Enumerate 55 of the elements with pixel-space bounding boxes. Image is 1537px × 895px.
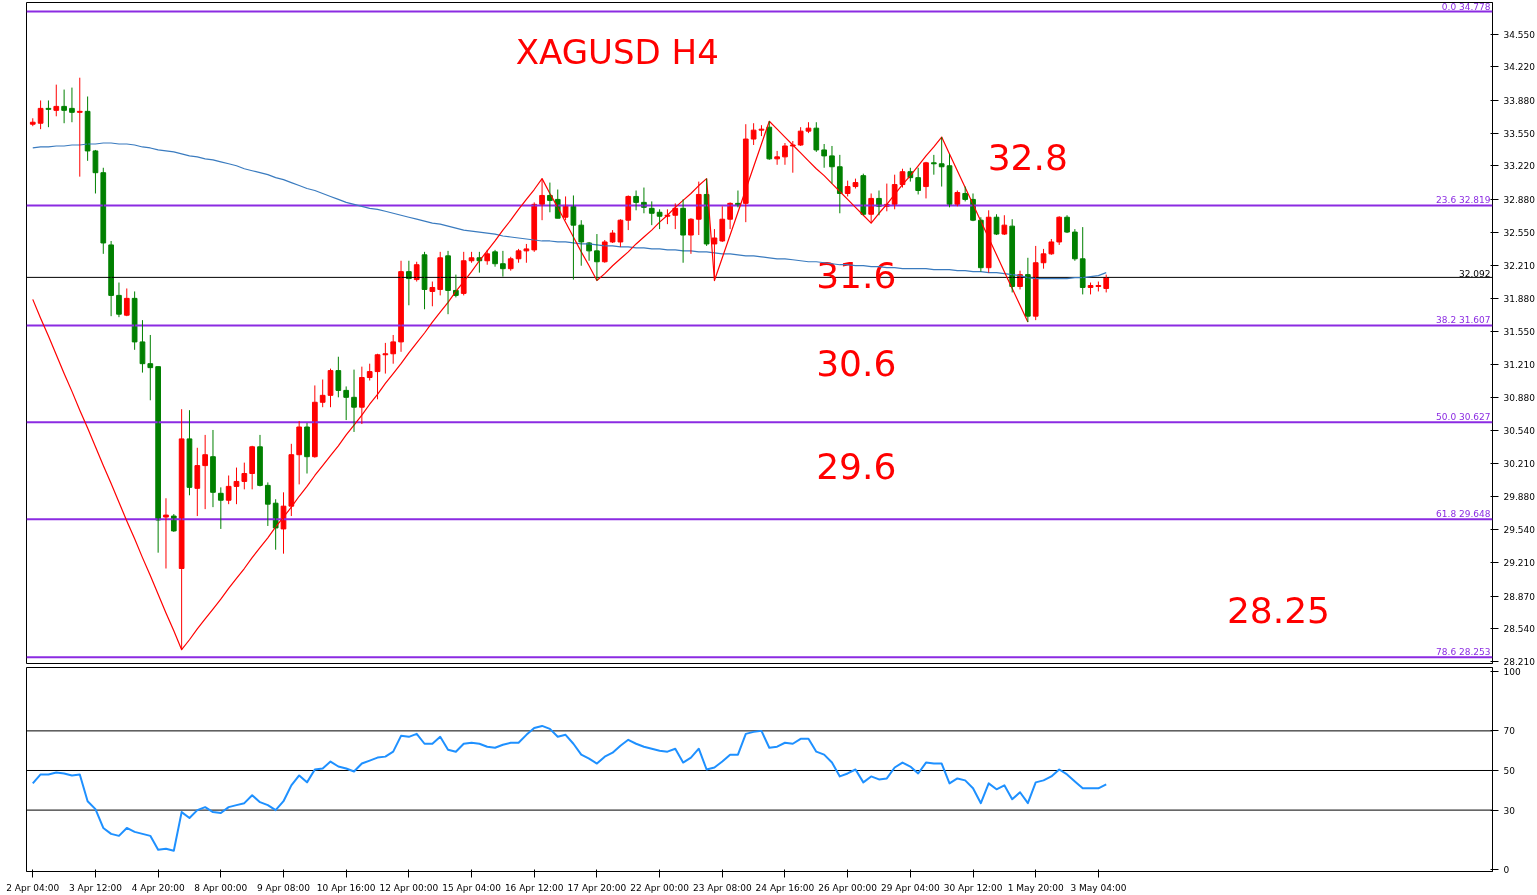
y-tick-label: 30.880 <box>1503 392 1536 403</box>
x-tick-label: 1 May 20:00 <box>1007 882 1064 893</box>
y-tick-label: 28.870 <box>1503 591 1536 602</box>
y-tick-label: 33.880 <box>1503 95 1536 106</box>
y-tick-label: 29.540 <box>1503 525 1536 536</box>
y-tick-label: 30 <box>1503 805 1516 816</box>
y-tick-label: 31.210 <box>1503 360 1536 371</box>
text: XAGUSD H4 <box>515 32 719 73</box>
y-tick-label: 29.210 <box>1503 558 1536 569</box>
y-tick-label: 100 <box>1503 666 1521 677</box>
x-tick-label: 10 Apr 16:00 <box>316 882 376 893</box>
text: 28.25 <box>1226 589 1330 631</box>
annotation: 30.6 <box>816 342 897 384</box>
y-tick-label: 50 <box>1503 765 1516 776</box>
ref-line-label: 78.6 28.253 <box>1436 647 1491 658</box>
x-tick-label: 9 Apr 08:00 <box>257 882 311 893</box>
y-tick-label: 28.210 <box>1503 657 1536 668</box>
y-tick-label: 34.550 <box>1503 29 1536 40</box>
y-tick-label: 32.880 <box>1503 194 1536 205</box>
ref-line-label: 0.0 34.778 <box>1441 1 1491 12</box>
y-tick-label: 29.880 <box>1503 491 1536 502</box>
y-tick-label: 33.550 <box>1503 128 1536 139</box>
x-tick-label: 24 Apr 16:00 <box>755 882 815 893</box>
y-tick-label: 30.540 <box>1503 426 1536 437</box>
y-tick-label: 70 <box>1503 726 1516 737</box>
annotation: 29.6 <box>816 445 897 487</box>
y-tick-label: 0 <box>1503 865 1510 876</box>
x-tick-label: 3 May 04:00 <box>1070 882 1127 893</box>
annotation: 32.8 <box>987 137 1068 179</box>
x-tick-label: 12 Apr 00:00 <box>379 882 439 893</box>
y-tick-label: 30.210 <box>1503 459 1536 470</box>
y-tick-label: 32.210 <box>1503 261 1536 272</box>
x-tick-label: 15 Apr 04:00 <box>442 882 502 893</box>
y-tick-label: 31.880 <box>1503 293 1536 304</box>
y-tick-label: 28.540 <box>1503 624 1536 635</box>
ref-line-label: 61.8 29.648 <box>1436 509 1491 520</box>
x-tick-label: 3 Apr 12:00 <box>68 882 123 893</box>
ref-line-label: 50.0 30.627 <box>1436 412 1491 423</box>
y-tick-label: 33.220 <box>1503 161 1536 172</box>
x-tick-label: 29 Apr 04:00 <box>880 882 940 893</box>
x-tick-label: 16 Apr 12:00 <box>504 882 564 893</box>
x-tick-label: 30 Apr 12:00 <box>943 882 1003 893</box>
y-tick-label: 31.550 <box>1503 326 1536 337</box>
y-tick-label: 34.220 <box>1503 62 1536 73</box>
x-tick-label: 22 Apr 00:00 <box>630 882 690 893</box>
x-tick-label: 17 Apr 20:00 <box>567 882 627 893</box>
ref-line-label: 32.092 <box>1459 269 1491 280</box>
ref-line-label: 23.6 32.819 <box>1436 195 1491 206</box>
x-tick-label: 8 Apr 00:00 <box>194 882 248 893</box>
x-tick-label: 4 Apr 20:00 <box>131 882 185 893</box>
y-tick-label: 32.550 <box>1503 227 1536 238</box>
x-tick-label: 26 Apr 00:00 <box>818 882 878 893</box>
x-tick-label: 2 Apr 04:00 <box>6 882 60 893</box>
ref-line-label: 38.2 31.607 <box>1436 315 1491 326</box>
x-tick-label: 23 Apr 08:00 <box>692 882 752 893</box>
